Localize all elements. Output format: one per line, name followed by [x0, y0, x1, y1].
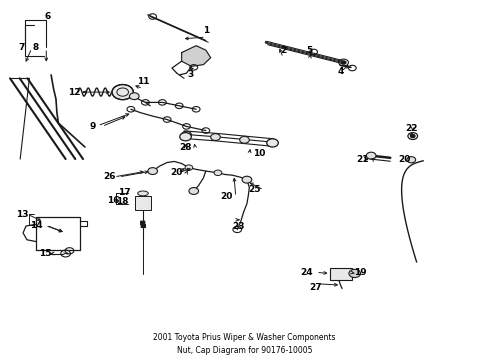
Circle shape	[129, 93, 139, 100]
Text: 2001 Toyota Prius Wiper & Washer Components
Nut, Cap Diagram for 90176-10005: 2001 Toyota Prius Wiper & Washer Compone…	[153, 333, 335, 355]
Text: 8: 8	[33, 43, 39, 52]
Text: 18: 18	[116, 198, 129, 207]
Circle shape	[266, 139, 278, 147]
Circle shape	[147, 168, 157, 175]
Text: 20: 20	[170, 168, 183, 177]
Text: 14: 14	[30, 221, 43, 230]
Circle shape	[242, 176, 251, 183]
Text: 16: 16	[106, 196, 119, 205]
Circle shape	[406, 157, 415, 163]
Text: 22: 22	[404, 123, 417, 132]
Text: 24: 24	[300, 268, 312, 277]
Circle shape	[210, 134, 220, 140]
Polygon shape	[181, 46, 210, 66]
Text: 6: 6	[44, 12, 50, 21]
Circle shape	[184, 165, 192, 170]
Text: 17: 17	[118, 188, 131, 197]
Circle shape	[239, 136, 249, 143]
Text: 5: 5	[306, 46, 312, 55]
Circle shape	[181, 131, 191, 138]
Text: 7: 7	[18, 43, 24, 52]
Text: 28: 28	[179, 143, 191, 152]
Circle shape	[366, 152, 375, 159]
Circle shape	[409, 134, 414, 138]
Text: 2: 2	[280, 46, 285, 55]
Text: 21: 21	[356, 154, 368, 163]
Text: 13: 13	[16, 210, 28, 219]
Circle shape	[112, 85, 133, 100]
Text: 12: 12	[68, 87, 81, 96]
Text: 20: 20	[397, 154, 409, 163]
Text: 20: 20	[220, 192, 232, 201]
FancyBboxPatch shape	[329, 267, 351, 280]
Circle shape	[180, 132, 191, 141]
FancyBboxPatch shape	[135, 196, 151, 210]
Text: 15: 15	[39, 249, 51, 258]
Text: 3: 3	[187, 71, 193, 80]
Circle shape	[341, 61, 346, 64]
Text: 27: 27	[309, 283, 322, 292]
Ellipse shape	[138, 191, 148, 196]
Text: 11: 11	[137, 77, 149, 86]
Text: 19: 19	[353, 268, 366, 277]
Text: 1: 1	[203, 26, 208, 35]
Text: 4: 4	[337, 67, 344, 76]
Text: 25: 25	[247, 185, 260, 194]
Text: 26: 26	[102, 172, 115, 181]
Text: 10: 10	[252, 149, 264, 158]
Circle shape	[267, 139, 277, 146]
Circle shape	[348, 269, 360, 278]
Text: 23: 23	[232, 222, 244, 231]
Circle shape	[214, 170, 222, 176]
Text: 9: 9	[89, 122, 95, 131]
Circle shape	[188, 188, 198, 194]
